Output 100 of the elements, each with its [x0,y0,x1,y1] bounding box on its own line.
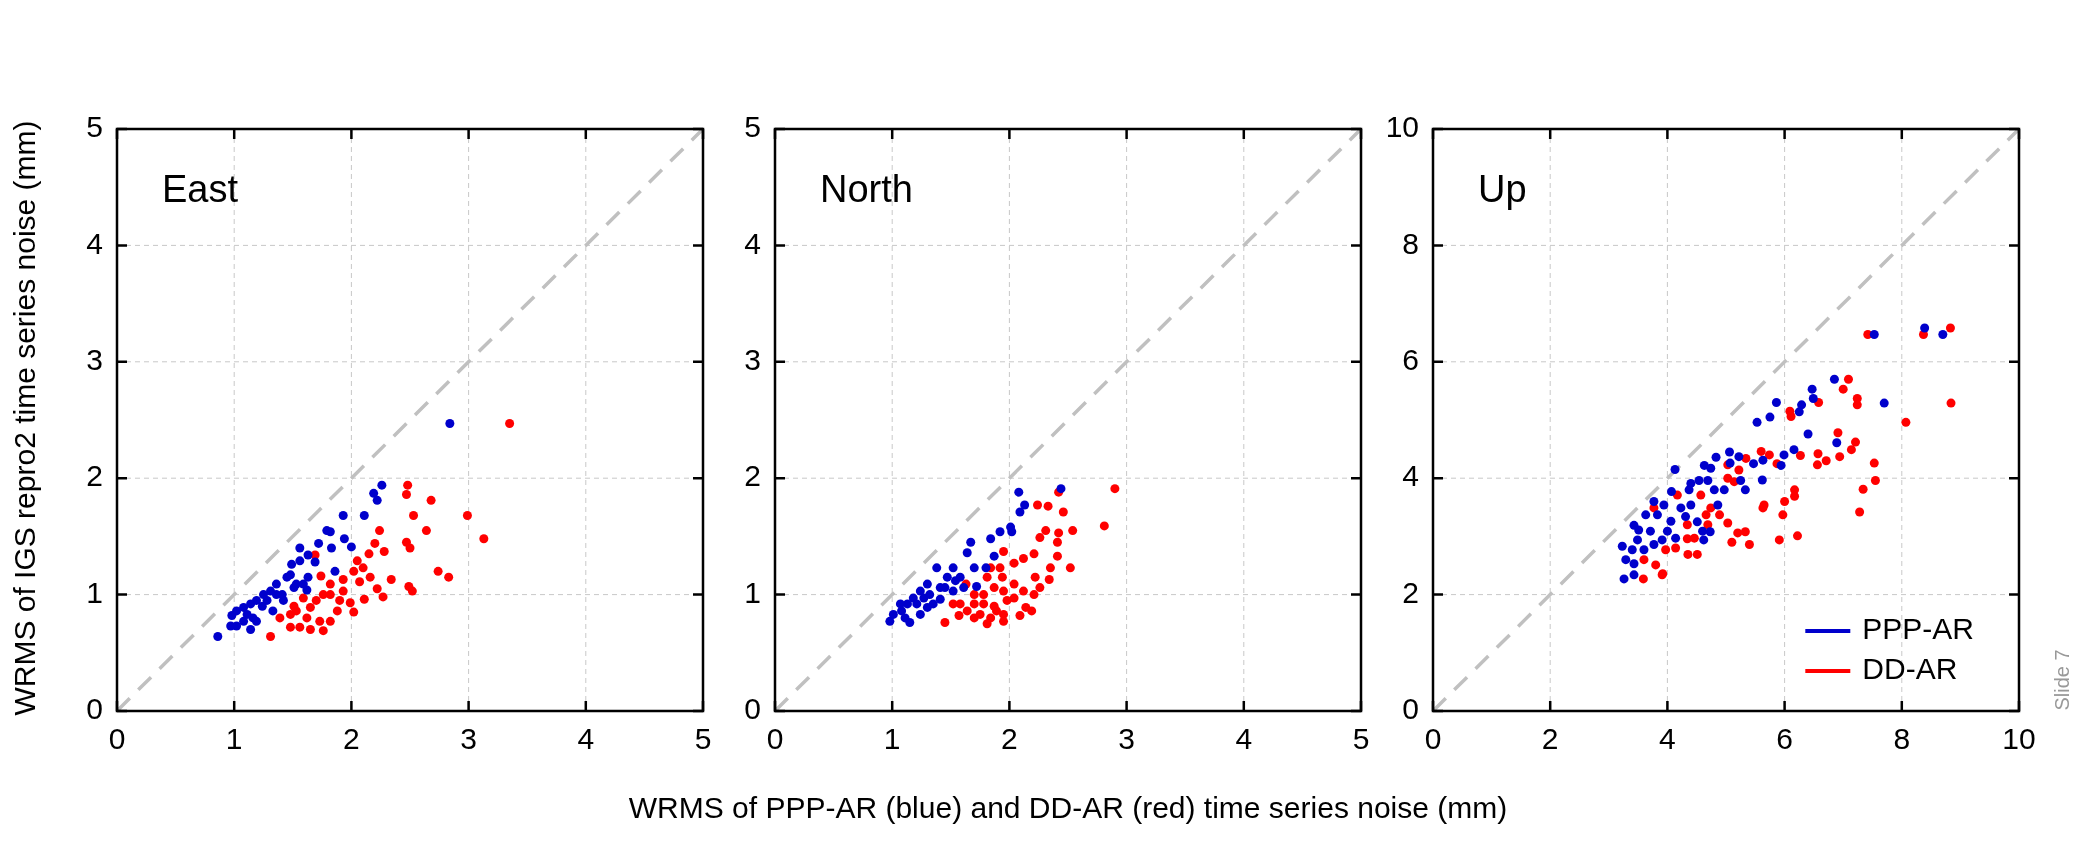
point [888,609,898,619]
point [445,418,455,428]
point [897,606,907,616]
point [982,572,992,582]
point [997,572,1007,582]
point [1110,484,1120,494]
point [1015,507,1025,517]
y-tick-label: 5 [86,110,103,144]
point [302,585,312,595]
point [349,566,359,576]
point [1009,558,1019,568]
point [962,606,972,616]
legend-label: PPP-AR [1862,612,1975,646]
point [999,547,1009,557]
point [1041,526,1051,536]
point [975,609,985,619]
y-tick-label: 3 [744,343,761,377]
point [940,618,950,628]
text: Slide 7 [2050,648,2074,713]
point [462,510,472,520]
point [338,586,348,596]
point [338,574,348,584]
x-tick-label: 2 [1541,722,1559,756]
y-tick-label: 10 [1385,110,1419,144]
legend-label: DD-AR [1862,652,1958,686]
y-tick-label: 6 [1402,343,1419,377]
y-tick-label: 4 [744,226,761,260]
text: Up [1478,168,1527,211]
point [335,595,345,605]
point [966,537,976,547]
point [359,510,369,520]
point [932,563,942,573]
point [266,632,276,641]
point [386,574,396,584]
point [885,616,895,626]
y-tick-label: 1 [86,575,103,609]
y-tick-label: 2 [744,459,761,493]
point [1054,528,1064,538]
point [295,622,305,632]
point [1014,487,1024,497]
point [345,598,355,608]
point [330,566,340,576]
x-tick-label: 8 [1893,722,1911,756]
point [232,621,242,631]
point [989,583,999,593]
point [1052,551,1062,561]
point [287,559,297,569]
x-tick-label: 10 [2002,722,2036,756]
point [979,590,989,600]
point [948,563,958,573]
point [421,526,431,536]
y-tick-label: 4 [1402,459,1419,493]
point [935,594,945,604]
x-tick-label: 1 [883,722,901,756]
point [505,418,515,428]
point [992,606,1002,616]
x-tick-label: 0 [766,722,784,756]
point [409,510,419,520]
point [1018,586,1028,596]
point [316,571,326,581]
point [378,592,388,602]
point [403,480,413,490]
point [355,577,365,587]
point [1068,526,1078,536]
point [298,593,308,603]
point [1099,521,1109,531]
point [338,510,348,520]
point [948,586,958,596]
point [479,534,489,544]
point [227,611,237,621]
point [326,543,336,553]
point [1007,527,1017,537]
point [969,590,979,600]
point [982,619,992,629]
point [314,538,324,548]
point [303,550,313,560]
point [1015,611,1025,621]
point [375,526,385,536]
point [1027,606,1037,616]
y-tick-label: 2 [1402,575,1419,609]
point [1030,572,1040,582]
point [950,576,960,586]
point [339,534,349,544]
point [332,606,342,616]
point [365,572,375,582]
point [310,557,320,567]
x-tick-label: 3 [1118,722,1135,756]
point [364,549,374,559]
point [989,551,999,561]
y-tick-label: 5 [744,110,761,144]
point [346,542,356,552]
point [318,626,328,636]
y-axis-title: WRMS of IGS repro2 time series noise (mm) [7,119,42,718]
point [239,616,249,626]
point [257,601,267,611]
y-tick-label: 0 [744,692,761,726]
point [969,563,979,573]
point [959,583,969,593]
point [271,579,281,589]
point [325,616,335,626]
